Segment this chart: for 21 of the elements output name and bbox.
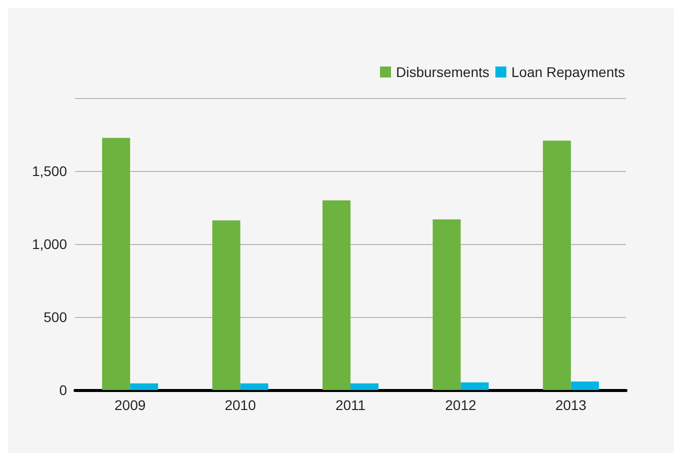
y-tick-label: 0 bbox=[59, 382, 68, 398]
bar bbox=[350, 383, 378, 390]
x-tick-label: 2009 bbox=[114, 397, 146, 413]
bar bbox=[130, 383, 158, 390]
y-tick-label: 1,500 bbox=[32, 163, 68, 179]
bar bbox=[240, 383, 268, 390]
bar bbox=[432, 219, 461, 390]
legend-label: Loan Repayments bbox=[511, 64, 626, 80]
x-tick-label: 2012 bbox=[445, 397, 476, 413]
y-tick-label: 1,000 bbox=[32, 236, 68, 252]
legend-label: Disbursements bbox=[396, 64, 490, 80]
bar bbox=[212, 220, 240, 390]
bar bbox=[542, 140, 571, 390]
y-tick-label: 500 bbox=[44, 309, 68, 325]
x-tick-label: 2011 bbox=[335, 397, 366, 413]
bar bbox=[102, 138, 130, 390]
x-tick-label: 2013 bbox=[555, 397, 587, 413]
bar bbox=[460, 382, 489, 390]
bar bbox=[322, 200, 350, 390]
x-tick-label: 2010 bbox=[224, 397, 256, 413]
bar bbox=[570, 382, 599, 390]
